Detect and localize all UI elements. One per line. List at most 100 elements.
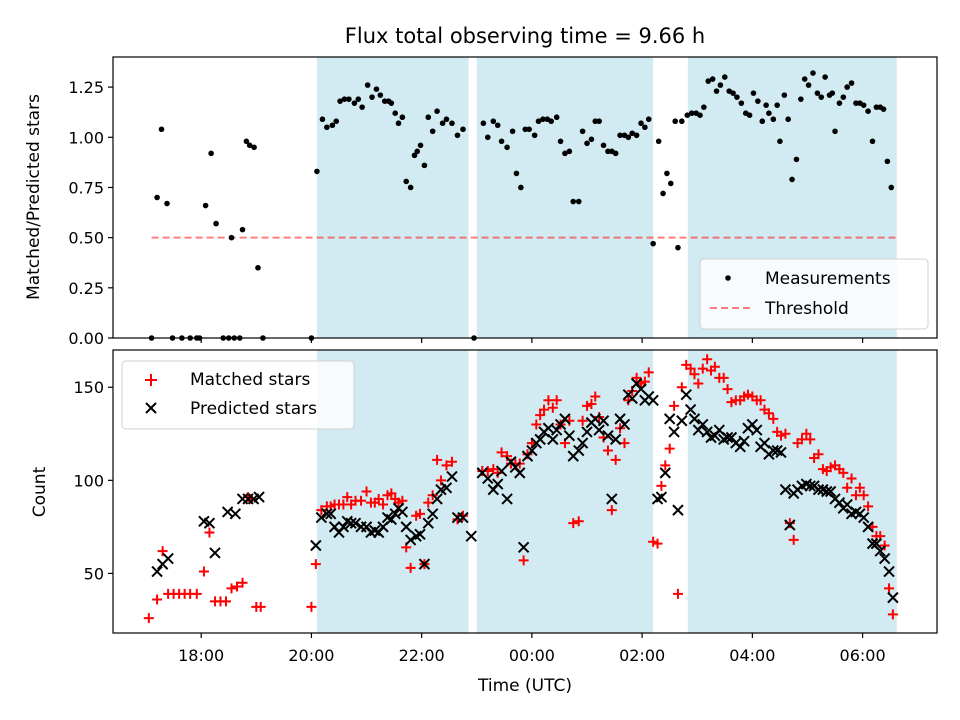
predicted-star-point [697, 418, 709, 431]
matched-star-point [586, 398, 597, 409]
measurement-point [535, 118, 542, 125]
measurement-point [801, 76, 808, 82]
measurement-point [840, 94, 847, 100]
matched-star-point [722, 384, 733, 395]
matched-star-point [742, 389, 753, 400]
measurement-point [638, 120, 644, 127]
predicted-star-point [593, 424, 605, 436]
measurement-point [675, 244, 681, 251]
measurement-point [355, 96, 362, 102]
matched-star-point [378, 499, 389, 510]
predicted-star-point [482, 472, 494, 485]
matched-star-point [255, 601, 266, 612]
measurement-point [642, 124, 648, 131]
matched-star-point [693, 378, 704, 389]
measurement-point [588, 136, 595, 143]
measurement-point [439, 120, 446, 127]
predicted-star-point [573, 444, 585, 457]
measurement-point [672, 118, 678, 125]
matched-star-point [631, 372, 642, 383]
top-legend: Measurements Threshold [699, 258, 929, 330]
matched-star-point [446, 456, 457, 467]
predicted-star-point [663, 413, 676, 425]
measurement-point [504, 144, 510, 151]
top-legend-box [699, 258, 929, 330]
measurement-point [381, 98, 388, 104]
matched-star-point [838, 467, 849, 478]
predicted-star-point [534, 433, 546, 446]
top-y-axis-label: Matched/Predicted stars [24, 94, 44, 300]
matched-star-point [602, 445, 613, 456]
matched-star-point [582, 400, 593, 411]
x-tick-label: 02:00 [619, 646, 665, 665]
matched-star-point [415, 508, 426, 519]
matched-star-point [846, 473, 857, 484]
measurement-point [548, 118, 554, 125]
measurement-point [392, 110, 398, 116]
measurement-point [709, 76, 716, 82]
matched-star-point [619, 438, 630, 449]
matched-star-point [784, 518, 795, 529]
measurement-point [738, 100, 745, 106]
matched-star-point [842, 482, 853, 493]
measurement-point [575, 198, 582, 205]
matched-star-point [539, 404, 550, 415]
predicted-star-point [492, 478, 504, 490]
measurement-point [810, 70, 816, 76]
measurement-point [460, 126, 466, 133]
measurement-point [880, 106, 887, 112]
predicted-star-point [602, 429, 614, 442]
matched-star-point [551, 395, 562, 406]
matched-star-point [805, 434, 816, 445]
measurement-point [239, 226, 246, 233]
measurement-point [417, 142, 424, 149]
matched-star-point [755, 395, 766, 406]
predicted-star-point [542, 422, 555, 434]
predicted-star-point [589, 413, 601, 425]
measurement-point [798, 96, 804, 102]
measurement-point [557, 138, 564, 145]
legend-predicted-label: Predicted stars [190, 399, 317, 419]
matched-star-point [547, 402, 558, 413]
matched-star-point [568, 518, 579, 529]
legend-matched-label: Matched stars [190, 370, 310, 390]
predicted-star-point [559, 413, 571, 425]
matched-star-point [854, 482, 865, 493]
measurement-point [425, 114, 432, 121]
predicted-star-point [597, 415, 610, 427]
matched-star-point [423, 497, 434, 508]
matched-star-point [518, 555, 529, 566]
matched-star-point [685, 363, 696, 374]
predicted-star-point [680, 388, 692, 401]
measurement-point [158, 126, 165, 133]
measurement-point [785, 116, 791, 123]
y-tick-label: 0.75 [68, 178, 104, 197]
measurement-point [351, 100, 358, 106]
measurement-point [818, 94, 825, 100]
measurement-point [814, 90, 821, 96]
matched-star-point [405, 562, 416, 573]
matched-star-point [573, 516, 584, 527]
measurement-point [697, 112, 703, 119]
y-tick-label: 50 [84, 564, 104, 583]
measurement-point [717, 82, 724, 88]
predicted-star-point [684, 403, 697, 416]
predicted-star-point [426, 508, 439, 520]
x-axis-label: Time (UTC) [477, 676, 572, 696]
measurement-point [579, 128, 586, 135]
measurement-point [734, 94, 740, 100]
measurement-point [865, 108, 871, 114]
measurement-point [759, 118, 766, 125]
measurement-point [730, 90, 736, 96]
matched-star-point [660, 460, 671, 471]
matched-star-point [709, 361, 720, 372]
measurement-point [377, 92, 384, 98]
measurement-point [655, 138, 662, 145]
measurement-point [829, 90, 836, 96]
measurement-point [832, 128, 838, 135]
measurement-point [562, 150, 568, 157]
measurement-point [645, 116, 652, 123]
legend-matched-marker [145, 374, 157, 386]
predicted-star-point [446, 470, 458, 483]
